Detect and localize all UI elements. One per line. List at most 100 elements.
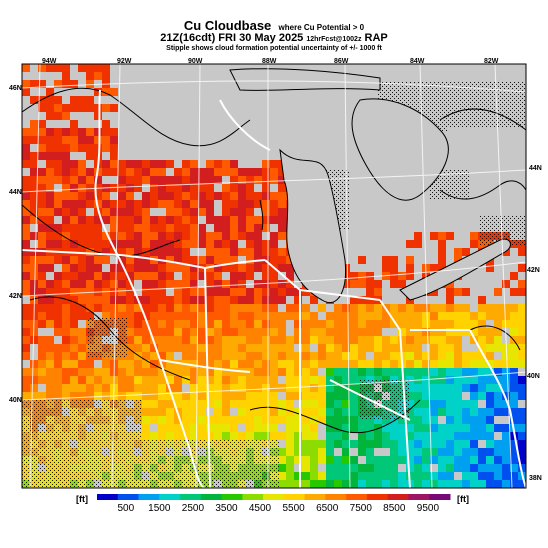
cloudbase-cell (462, 328, 470, 336)
cloudbase-cell (110, 104, 118, 112)
cloudbase-cell (30, 192, 38, 200)
cloudbase-cell (206, 424, 214, 432)
cloudbase-cell (86, 368, 94, 376)
cloudbase-cell (198, 200, 206, 208)
cloudbase-cell (94, 384, 102, 392)
cloudbase-cell (150, 352, 158, 360)
cloudbase-cell (422, 448, 430, 456)
cloudbase-cell (334, 376, 342, 384)
cloudbase-cell (198, 376, 206, 384)
cloudbase-cell (158, 232, 166, 240)
cloudbase-cell (326, 400, 334, 408)
cloudbase-cell (230, 232, 238, 240)
cloudbase-cell (358, 336, 366, 344)
cloudbase-cell (414, 352, 422, 360)
cloudbase-cell (134, 264, 142, 272)
cloudbase-cell (318, 376, 326, 384)
cloudbase-cell (342, 480, 350, 488)
cloudbase-cell (78, 104, 86, 112)
cloudbase-cell (494, 312, 502, 320)
cloudbase-cell (518, 416, 526, 424)
cloudbase-cell (62, 368, 70, 376)
cloudbase-cell (438, 232, 446, 240)
cloudbase-cell (94, 88, 102, 96)
cloudbase-cell (262, 184, 270, 192)
cloudbase-cell (470, 464, 478, 472)
cloudbase-cell (46, 296, 54, 304)
cloudbase-cell (246, 296, 254, 304)
cloudbase-cell (270, 328, 278, 336)
cloudbase-cell (230, 432, 238, 440)
cloudbase-cell (142, 224, 150, 232)
cloudbase-cell (150, 344, 158, 352)
cloudbase-cell (486, 392, 494, 400)
cloudbase-cell (214, 424, 222, 432)
cloudbase-cell (134, 352, 142, 360)
cloudbase-cell (190, 272, 198, 280)
cloudbase-cell (158, 320, 166, 328)
cloudbase-cell (142, 296, 150, 304)
cloudbase-cell (38, 176, 46, 184)
cloudbase-cell (238, 408, 246, 416)
cloudbase-cell (102, 160, 110, 168)
cloudbase-cell (438, 368, 446, 376)
cloudbase-cell (382, 264, 390, 272)
cloudbase-cell (278, 320, 286, 328)
cloudbase-cell (486, 480, 494, 488)
cloudbase-cell (214, 352, 222, 360)
cloudbase-cell (70, 312, 78, 320)
cloudbase-cell (374, 352, 382, 360)
cloudbase-cell (246, 320, 254, 328)
cloudbase-cell (78, 344, 86, 352)
cloudbase-cell (78, 160, 86, 168)
title-block: Cu Cloudbase where Cu Potential > 0 21Z(… (0, 0, 548, 62)
cloudbase-cell (294, 376, 302, 384)
cloudbase-cell (110, 272, 118, 280)
cloudbase-cell (190, 384, 198, 392)
cloudbase-cell (214, 312, 222, 320)
cloudbase-cell (430, 400, 438, 408)
cloudbase-cell (94, 376, 102, 384)
cloudbase-cell (238, 344, 246, 352)
cloudbase-cell (246, 248, 254, 256)
cloudbase-cell (414, 448, 422, 456)
cloudbase-cell (46, 384, 54, 392)
cloudbase-cell (158, 400, 166, 408)
cloudbase-cell (62, 384, 70, 392)
cloudbase-cell (182, 232, 190, 240)
cloudbase-cell (30, 368, 38, 376)
cloudbase-cell (142, 288, 150, 296)
cloudbase-cell (230, 208, 238, 216)
cloudbase-cell (486, 328, 494, 336)
cloudbase-cell (374, 368, 382, 376)
cloudbase-cell (78, 368, 86, 376)
cloudbase-cell (334, 368, 342, 376)
cloudbase-cell (62, 168, 70, 176)
cloudbase-cell (422, 336, 430, 344)
cloudbase-cell (278, 472, 286, 480)
cloudbase-cell (118, 160, 126, 168)
colorbar-swatch (283, 494, 306, 500)
cloudbase-cell (54, 376, 62, 384)
cloudbase-cell (278, 256, 286, 264)
cloudbase-cell (70, 264, 78, 272)
cloudbase-cell (406, 432, 414, 440)
cloudbase-cell (126, 256, 134, 264)
cloudbase-cell (166, 184, 174, 192)
cloudbase-cell (262, 392, 270, 400)
cloudbase-cell (254, 424, 262, 432)
cloudbase-cell (238, 336, 246, 344)
cloudbase-cell (198, 344, 206, 352)
cloudbase-cell (374, 280, 382, 288)
cloudbase-cell (246, 408, 254, 416)
cloudbase-cell (406, 320, 414, 328)
cloudbase-cell (166, 312, 174, 320)
cloudbase-cell (230, 240, 238, 248)
cloudbase-cell (182, 320, 190, 328)
cloudbase-cell (262, 352, 270, 360)
cloudbase-cell (46, 240, 54, 248)
cloudbase-cell (350, 408, 358, 416)
cloudbase-cell (246, 256, 254, 264)
cloudbase-cell (158, 272, 166, 280)
cloudbase-cell (502, 320, 510, 328)
